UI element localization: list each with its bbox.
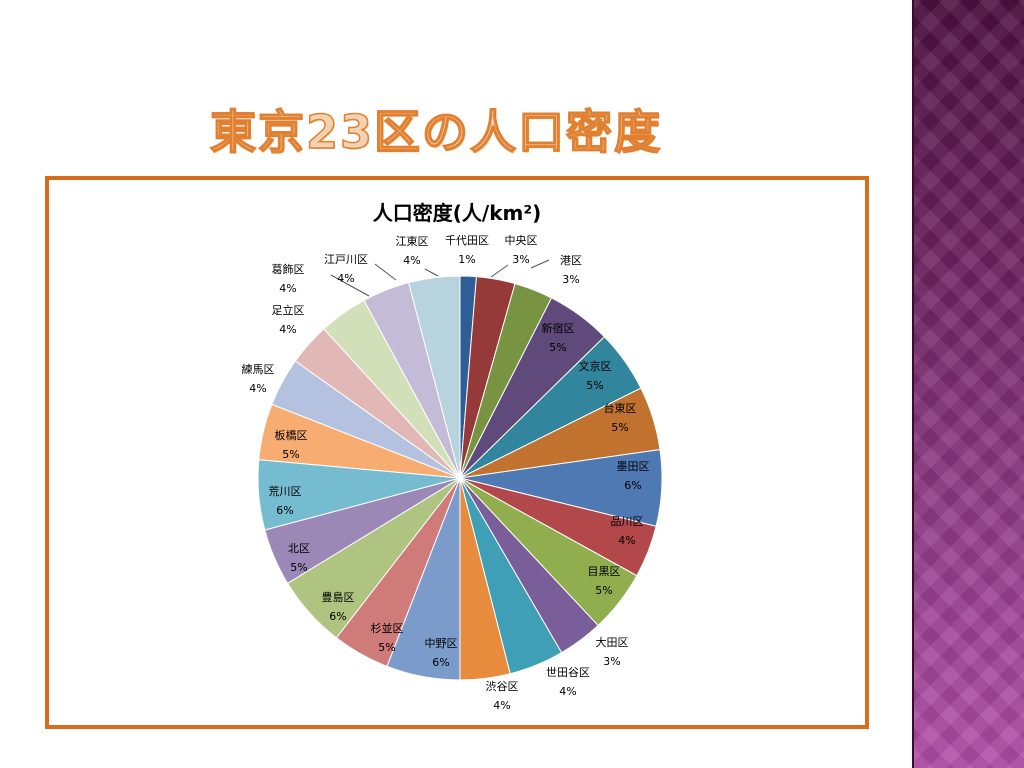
slice-label-千代田区: 千代田区 1% [445,234,489,266]
pie-slice-江東区 [408,275,461,479]
slide-title: 東京23区の人口密度 [209,104,663,160]
leader-line-港区 [530,259,550,269]
slice-label-墨田区: 墨田区 6% [617,460,650,492]
chart-title: 人口密度(人/km²) [372,201,542,225]
slice-label-練馬区: 練馬区 4% [242,362,275,395]
slice-label-港区: 港区 3% [560,254,582,286]
slice-label-世田谷区: 世田谷区 4% [546,666,590,698]
slice-label-杉並区: 杉並区 5% [371,621,404,654]
slice-label-荒川区: 荒川区 6% [269,485,302,517]
leader-line-江戸川区 [374,263,397,281]
slice-label-豊島区: 豊島区 6% [322,590,355,623]
slice-label-中野区: 中野区 6% [425,637,458,669]
slice-label-板橋区: 板橋区 5% [275,428,308,461]
leader-line-葛飾区 [330,274,370,297]
leader-line-江東区 [424,268,439,277]
pie-chart: 千代田区 1% 中央区 3% 港区 3% 新宿区 5%文京区 5% 台東区 5% 墨田区 6% 品川区 4%… [242,234,663,712]
slice-label-大田区: 大田区 3% [596,635,629,668]
slice-label-北区: 北区 5% [288,542,310,574]
slice-label-文京区: 文京区 5% [579,359,612,392]
slice-label-中央区: 中央区 3% [505,234,538,266]
leader-line-中央区 [490,264,509,278]
slice-label-渋谷区: 渋谷区 4% [486,680,519,712]
slice-label-台東区: 台東区 5% [604,401,637,434]
slice-label-江戸川区: 江戸川区 4% [324,253,368,285]
decorative-side-band [912,0,1024,768]
chart-frame: 人口密度(人/km²) 千代田区 1% 中央区 3% 港区 3% 新宿区 5% 文京区 5% 台東区… [45,176,869,729]
slice-label-足立区: 足立区 4% [272,303,305,336]
slice-label-目黒区: 目黒区 5% [588,565,621,597]
slice-label-新宿区: 新宿区 5% [542,321,575,354]
slice-label-葛飾区: 葛飾区 4% [272,263,305,295]
slice-label-江東区: 江東区 4% [396,235,429,267]
slice-label-品川区: 品川区 4% [611,515,644,547]
